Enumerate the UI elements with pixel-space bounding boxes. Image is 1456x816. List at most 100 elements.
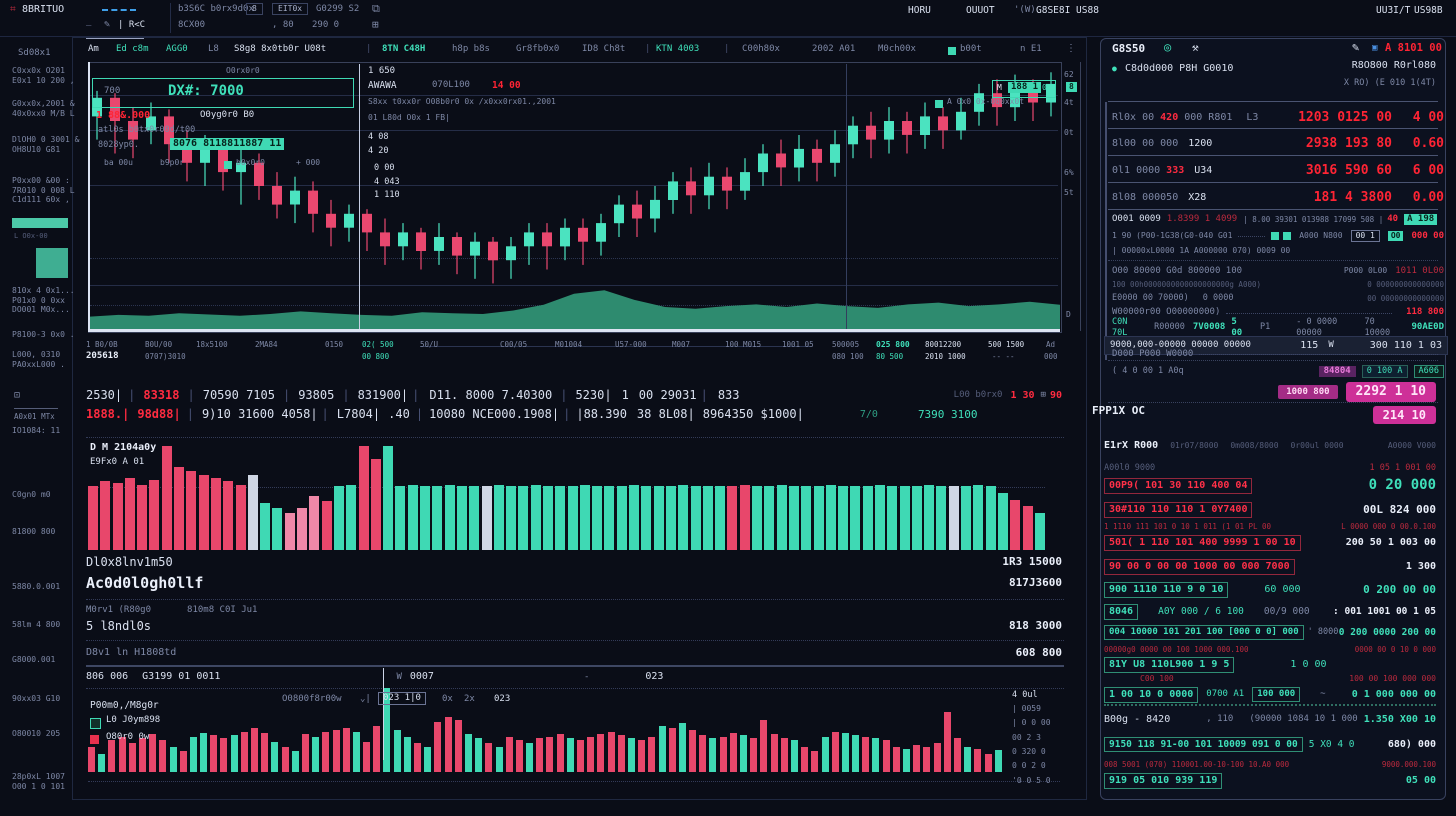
pencil-icon[interactable]: ✎	[104, 19, 111, 30]
position-row[interactable]: 0l1 0000 333 U34 3016 590 60 6 00	[1104, 159, 1444, 183]
pane-option[interactable]: 0x	[442, 694, 453, 704]
chevron-icon[interactable]: ⌄|	[360, 694, 371, 704]
pane-option[interactable]: 2x	[464, 694, 475, 704]
nav-item-horu[interactable]: HORU	[908, 5, 931, 16]
sidebar-item[interactable]: G8000.001	[12, 655, 56, 664]
sidebar-item[interactable]: G0xx0x,2001 & 40x0xx0 M/B L	[12, 99, 75, 118]
toolbar-tab-grafbne[interactable]: Gr8fb0x0	[516, 44, 560, 54]
order-button-primary[interactable]: 2292 1 10	[1345, 382, 1436, 402]
sidebar-item[interactable]: C0xx0x O201 E0x1 10 200 ,	[12, 66, 75, 85]
ask-row[interactable]: 00P9( 101 30 110 400 04 0 20 000	[1104, 476, 1436, 495]
sidebar-icon[interactable]: ⊡	[14, 390, 21, 401]
sidebar-item[interactable]: 28p0xL 1007 O00 1 0 101	[12, 772, 65, 791]
toolbar-tab-idgchat[interactable]: ID8 Ch8t	[582, 44, 626, 54]
count-badge[interactable]: 8	[246, 3, 263, 15]
toolbar-tab-coohan[interactable]: C00h80x	[742, 44, 780, 54]
x-tick-sub: 00 800	[362, 352, 390, 361]
label: 004 10000 101 201 100 [000 0 0] 000	[1104, 625, 1304, 640]
selected-row[interactable]: 9000,000-00000 00000 00000 115 W 300 110 1 …	[1104, 336, 1448, 355]
toggle-on-icon[interactable]	[1283, 232, 1292, 240]
toggle-on-icon[interactable]	[1271, 232, 1280, 240]
sidebar-item[interactable]: 810x 4 0x1... P01x0 0 0xx DO001 M0x...	[12, 286, 75, 315]
menu-item-rcc[interactable]: | R<C	[118, 20, 146, 30]
toolbar-tab-hapbas[interactable]: h8p b8s	[452, 44, 490, 54]
sidebar-item[interactable]: 90xx03 G10	[12, 694, 61, 703]
position-row[interactable]: 8l08 000050 X28 181 4 3800 0.00	[1104, 186, 1444, 210]
app-logo[interactable]: 8BRITUO	[22, 4, 65, 15]
buy-row[interactable]: B00g - 8420 , 110 (90000 1084 10 1 000 1.35…	[1104, 712, 1436, 727]
bid-row[interactable]: 1 00 10 0 0000 0700 A1 100 000 ~0 1 000 000…	[1104, 686, 1436, 703]
gavel-icon[interactable]: ⚒	[1192, 41, 1199, 54]
bar	[88, 746, 95, 772]
toolbar-tab-boot[interactable]: b00t	[960, 44, 982, 54]
toolbar-tab-edcam[interactable]: Ed c8m	[116, 44, 149, 54]
bid-row[interactable]: 004 10000 101 201 100 [000 0 0] 000 ' 800…	[1104, 624, 1436, 641]
ask-row[interactable]: 30#110 110 110 1 0Y7400 00L 824 000	[1104, 500, 1436, 519]
sidebar-item[interactable]: L000, 0310 PA0xxL000 .	[12, 350, 65, 369]
more-icon[interactable]: ⋮	[1066, 43, 1076, 54]
ask-row[interactable]: 90 00 0 00 00 1000 00 000 7000 1 300	[1104, 557, 1436, 576]
bid-row[interactable]: 9150 118 91-00 101 10009 091 0 00 5 X0 4 …	[1104, 736, 1436, 753]
sidebar-item[interactable]: 58lm 4 800	[12, 620, 61, 629]
ask-row[interactable]: 501( 1 110 101 400 9999 1 00 10 200 50 1 …	[1104, 533, 1436, 552]
sidebar-item[interactable]: DlOH0 0 3001 & OH8U10 G81	[12, 135, 80, 154]
toolbar-tab-am[interactable]: Am	[88, 44, 99, 54]
menu-button-eitox[interactable]: EIT0x	[272, 3, 309, 15]
sidebar-item[interactable]: C0gn0 m0	[12, 490, 51, 499]
label: |	[321, 407, 329, 422]
toolbar-tab-aggo[interactable]: AGG0	[166, 44, 188, 54]
toolbar-tab-ktn[interactable]: KTN 4003	[656, 44, 700, 54]
toolbar-tab-mcchoon[interactable]: M0ch00x	[878, 44, 916, 54]
bar	[788, 485, 799, 550]
sidebar-teal-bar[interactable]	[12, 218, 68, 228]
sidebar-item[interactable]: P8100-3 0x0 .	[12, 330, 75, 339]
grid-icon[interactable]: ⊞	[372, 18, 379, 31]
ticker-row[interactable]: 1888.| 98d88| | 9)10 31600 4058| | L7804| .40 |…	[86, 407, 1062, 422]
crosshair-vertical[interactable]	[359, 64, 360, 329]
toggle-row[interactable]: 1 90 (P00-1G38(G0-040 G01 A000 N800 00 1 O0…	[1104, 229, 1444, 243]
menu-item-8cx00[interactable]: 8CX00	[178, 20, 206, 30]
bar	[485, 742, 493, 772]
globe-icon[interactable]: ◎	[1164, 40, 1172, 54]
nav-item-gsebi[interactable]: G8SE8I US88	[1036, 5, 1099, 16]
volume-histogram[interactable]	[88, 444, 1050, 550]
sidebar-item[interactable]: 81800 800	[12, 527, 56, 536]
label: 115	[1300, 339, 1319, 351]
position-row[interactable]: Rl0x 00 420 000 R801 L3 1203 0125 00 4 00	[1104, 106, 1444, 130]
summary-row[interactable]: Ac0d0l0gh0llf 817J3600	[86, 571, 1062, 595]
toolbar-tab-saga[interactable]: S8g8 8x0tb0r U08t	[234, 44, 327, 54]
summary-row[interactable]: 5 l8ndl0s 818 3000	[86, 616, 1062, 636]
bid-row[interactable]: 900 1110 110 9 0 10 60 000 0 200 00 00	[1104, 580, 1436, 599]
sidebar-caption: L O0x-00	[14, 232, 48, 240]
toolbar-tab-btncash[interactable]: 8TN C48H	[382, 44, 426, 54]
bid-row[interactable]: 8046 A0Y 000 / 6 100 00/9 000: 001 1001 00…	[1104, 603, 1436, 620]
bar	[592, 485, 603, 550]
bottom-crosshair[interactable]	[383, 668, 384, 760]
bid-row[interactable]: 919 05 010 939 119 05 00	[1104, 772, 1436, 790]
bar	[752, 485, 763, 550]
label: 8l08 000050	[1112, 192, 1179, 203]
sidebar-teal-square[interactable]	[36, 248, 68, 278]
menu-item-markets[interactable]: b3S6C b0rx9d0x	[178, 4, 254, 14]
sidebar-item[interactable]: O80010 205	[12, 729, 61, 738]
sidebar-item[interactable]: P0xx00 &00 : 7R010 0 008 L C1d111 60x ,	[12, 176, 75, 205]
ticker-row[interactable]: 2530| | 83318 | 70590 7105 | 93805 | 831900| | D11…	[86, 388, 1062, 403]
bid-row[interactable]: 81Y U8 110L900 1 9 5 1 0 00	[1104, 656, 1436, 673]
legend-teal-checkbox[interactable]	[90, 718, 101, 729]
summary-row[interactable]: D8v1 ln H1808td 608 800	[86, 645, 1062, 661]
toolbar-tab-2002[interactable]: 2002 A01	[812, 44, 856, 54]
bar	[240, 731, 248, 772]
summary-row[interactable]: Dl0x8lnv1m50 1R3 15000	[86, 552, 1062, 572]
position-row[interactable]: 8l00 00 000 1200 2938 193 80 0.60	[1104, 132, 1444, 156]
toolbar-tab-nel[interactable]: n E1	[1020, 44, 1042, 54]
pencil-icon[interactable]: ✎	[1352, 40, 1360, 54]
order-button-small[interactable]: 1000 800	[1278, 384, 1338, 400]
window-icon[interactable]: ⧉	[372, 2, 380, 15]
order-button-secondary[interactable]: 214 10	[1372, 405, 1436, 425]
sidebar-item[interactable]: 5880.0.001	[12, 582, 61, 591]
nav-item-ouuot[interactable]: OUUOT	[966, 5, 995, 16]
toolbar-tab-l8[interactable]: L8	[208, 44, 219, 54]
menu-item-account[interactable]: G0299 S2	[316, 4, 360, 14]
bottom-bar-chart[interactable]	[88, 684, 1012, 772]
